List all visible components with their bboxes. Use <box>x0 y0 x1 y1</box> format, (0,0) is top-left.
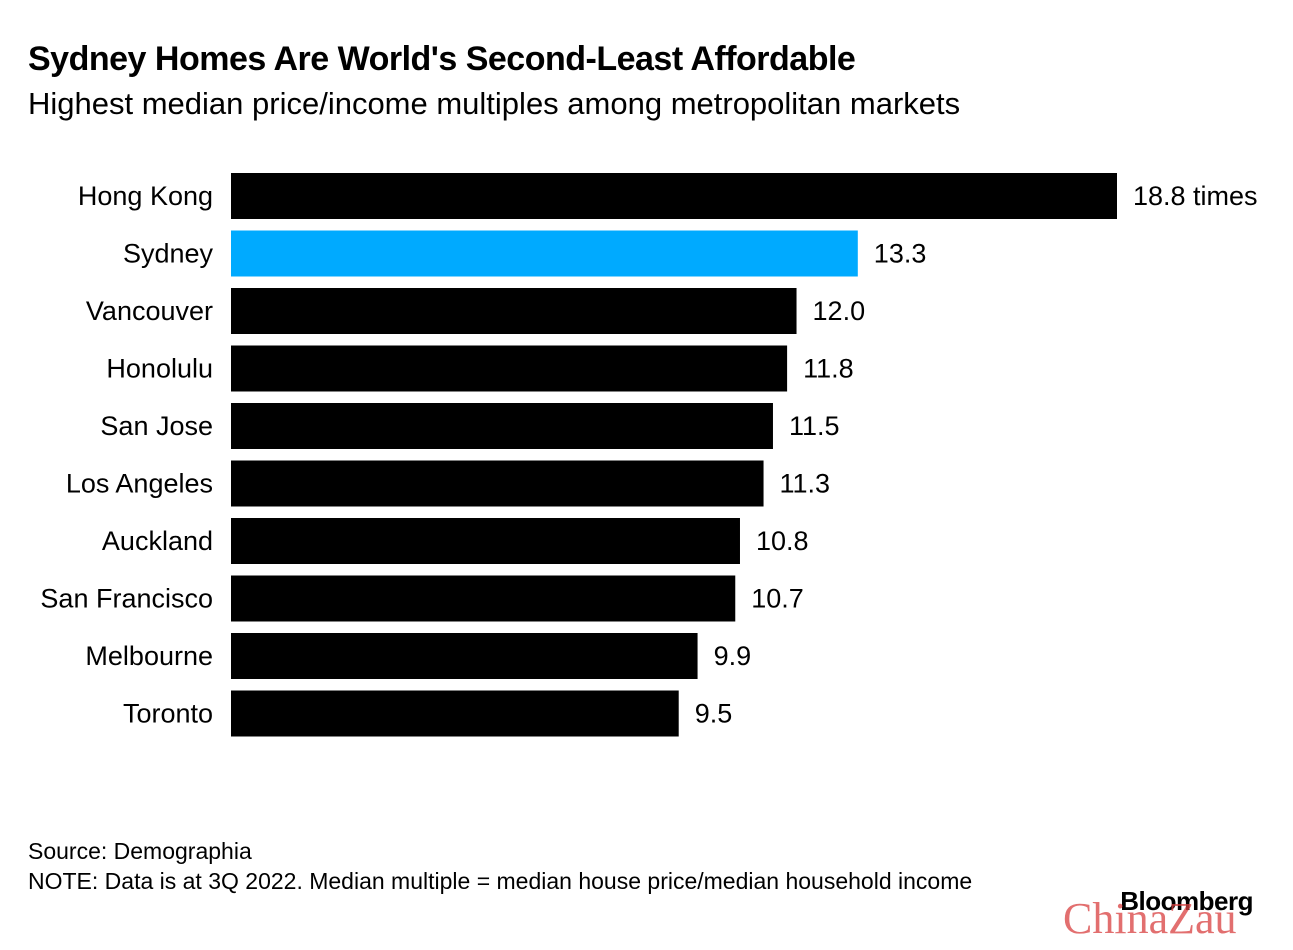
note-text: NOTE: Data is at 3Q 2022. Median multipl… <box>28 868 973 894</box>
bar-hong-kong <box>231 173 1117 219</box>
bloomberg-logo: Bloomberg <box>1120 886 1253 916</box>
value-label-sydney: 13.3 <box>874 239 927 269</box>
bar-los-angeles <box>231 460 764 507</box>
category-label-vancouver: Vancouver <box>86 296 213 326</box>
value-label-hong-kong: 18.8 times <box>1133 181 1258 211</box>
value-label-vancouver: 12.0 <box>813 296 866 326</box>
category-label-melbourne: Melbourne <box>85 641 213 671</box>
category-label-san-francisco: San Francisco <box>40 584 213 614</box>
chart-subtitle: Highest median price/income multiples am… <box>28 86 961 121</box>
bar-toronto <box>231 690 679 737</box>
bar-vancouver <box>231 288 797 334</box>
bar-sydney <box>231 230 858 277</box>
bar-chart: Hong Kong 18.8 times Sydney 13.3 Vancouver 12… <box>40 173 1258 737</box>
bar-san-jose <box>231 403 773 449</box>
bar-melbourne <box>231 633 698 679</box>
category-label-toronto: Toronto <box>123 699 213 729</box>
value-label-san-jose: 11.5 <box>789 411 840 441</box>
source-text: Source: Demographia <box>28 838 252 864</box>
category-label-san-jose: San Jose <box>100 411 213 441</box>
category-label-honolulu: Honolulu <box>106 354 213 384</box>
bar-honolulu <box>231 345 788 392</box>
value-label-los-angeles: 11.3 <box>780 469 831 499</box>
chart-title: Sydney Homes Are World's Second-Least Af… <box>28 40 856 78</box>
category-label-auckland: Auckland <box>102 526 213 556</box>
category-label-los-angeles: Los Angeles <box>66 469 213 499</box>
category-label-hong-kong: Hong Kong <box>78 181 213 211</box>
value-label-auckland: 10.8 <box>756 526 809 556</box>
value-label-san-francisco: 10.7 <box>751 584 804 614</box>
value-label-honolulu: 11.8 <box>803 354 854 384</box>
category-label-sydney: Sydney <box>123 239 214 269</box>
watermark: ChinaZau <box>1063 894 1237 943</box>
bar-san-francisco <box>231 575 736 622</box>
value-label-melbourne: 9.9 <box>714 641 752 671</box>
bar-auckland <box>231 518 740 564</box>
value-label-toronto: 9.5 <box>695 699 733 729</box>
